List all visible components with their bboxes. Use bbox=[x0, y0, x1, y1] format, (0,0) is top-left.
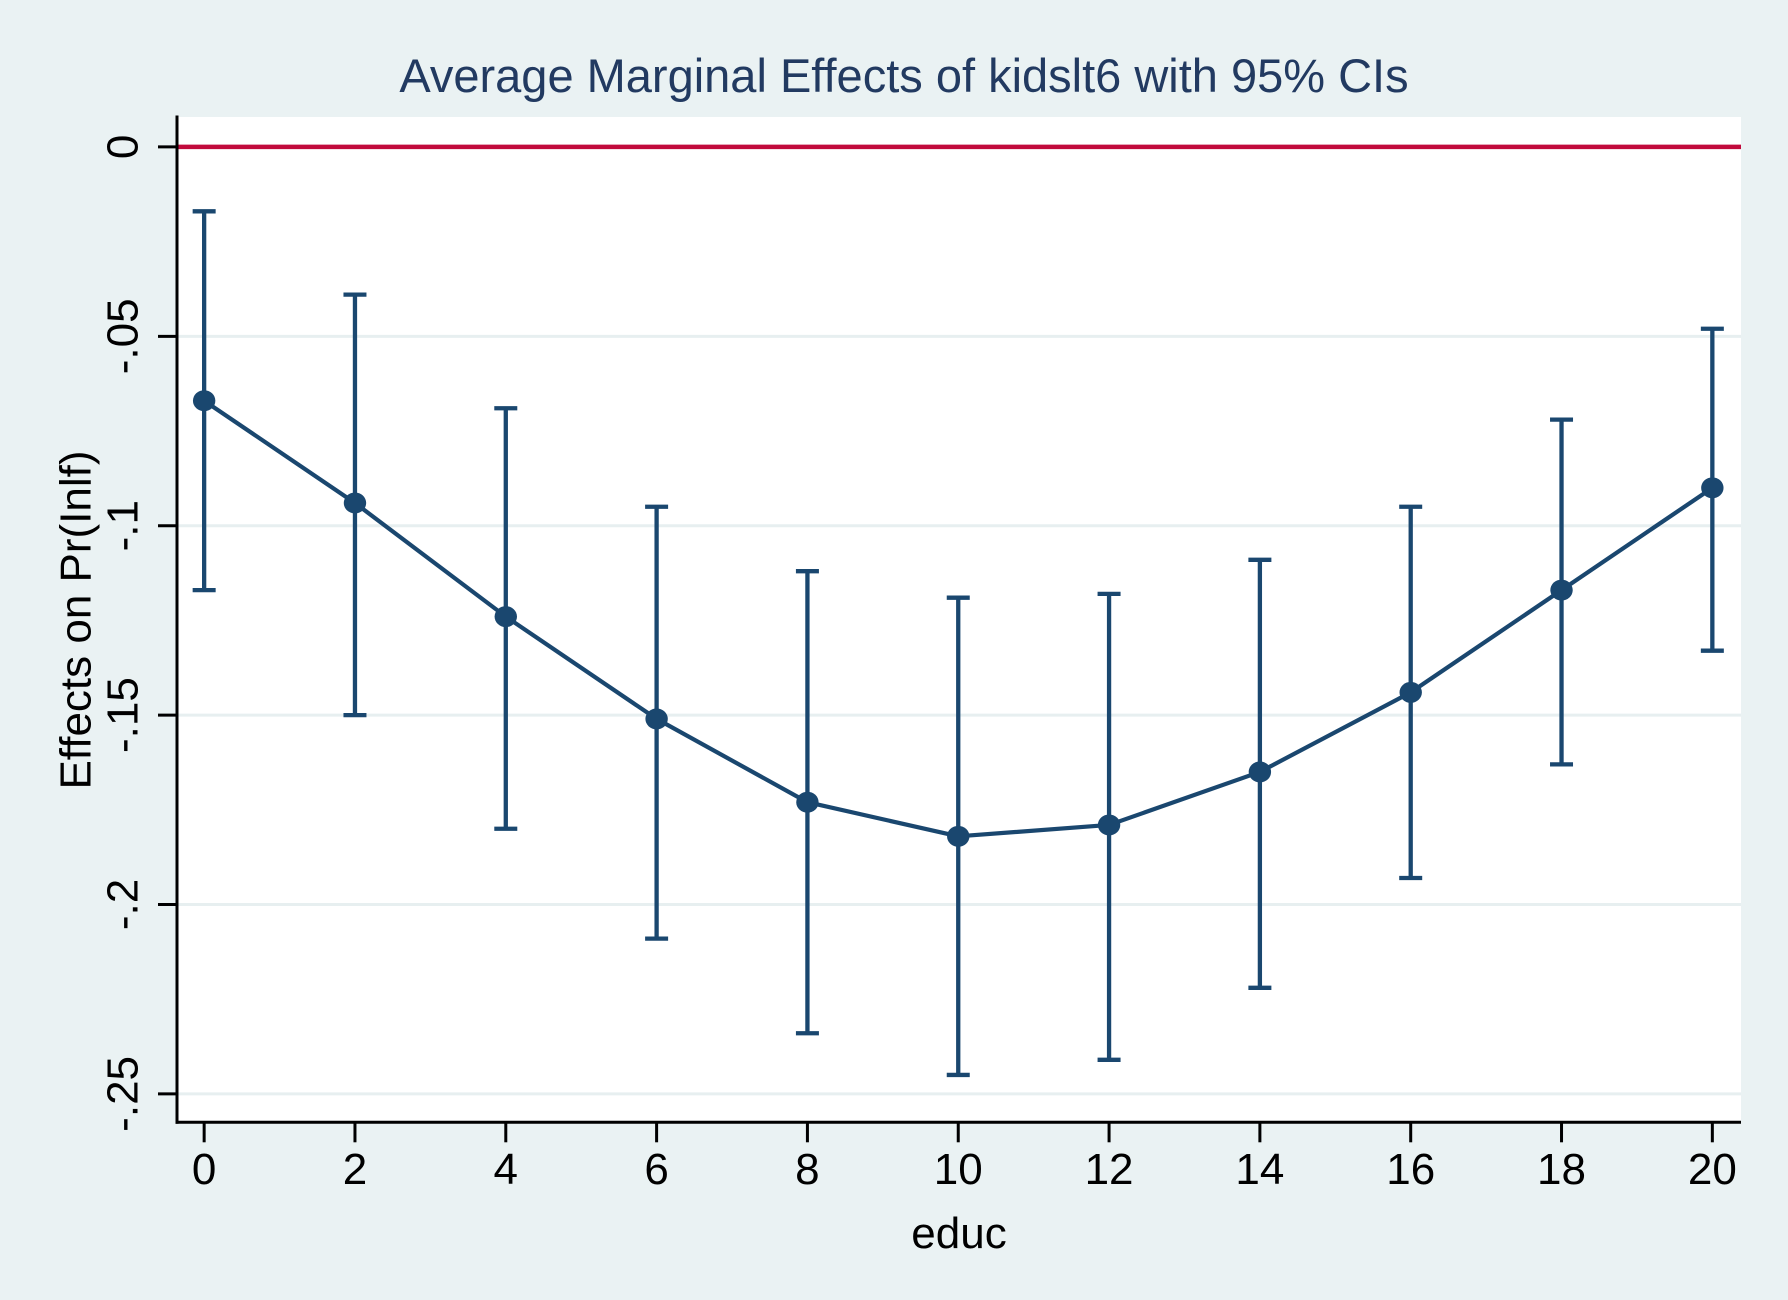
data-point-marker bbox=[1399, 681, 1422, 703]
data-point-marker bbox=[1248, 761, 1272, 783]
y-tick-label: -.25 bbox=[98, 1056, 147, 1132]
x-tick-label: 0 bbox=[192, 1145, 216, 1194]
data-point-marker bbox=[192, 390, 216, 412]
data-point-marker bbox=[1701, 477, 1724, 499]
data-point-marker bbox=[796, 791, 819, 813]
data-point-marker bbox=[947, 825, 970, 847]
y-tick-label: -.1 bbox=[98, 500, 147, 551]
x-tick-label: 6 bbox=[644, 1145, 668, 1194]
x-tick-label: 20 bbox=[1688, 1145, 1737, 1194]
y-tick-label: -.15 bbox=[98, 677, 147, 753]
data-point-marker bbox=[494, 606, 517, 628]
x-tick-label: 10 bbox=[934, 1145, 983, 1194]
x-tick-label: 2 bbox=[343, 1145, 367, 1194]
x-axis-title: educ bbox=[911, 1209, 1006, 1258]
chart-title: Average Marginal Effects of kidslt6 with… bbox=[399, 49, 1408, 102]
x-tick-label: 12 bbox=[1085, 1145, 1134, 1194]
x-tick-label: 4 bbox=[494, 1145, 518, 1194]
x-tick-label: 18 bbox=[1537, 1145, 1586, 1194]
x-tick-label: 14 bbox=[1235, 1145, 1284, 1194]
data-point-marker bbox=[1097, 814, 1121, 836]
y-tick-label: -.2 bbox=[98, 879, 147, 930]
y-axis-title: Effects on Pr(Inlf) bbox=[51, 450, 100, 789]
data-point-marker bbox=[343, 492, 367, 514]
data-point-marker bbox=[645, 708, 668, 730]
y-tick-label: -.05 bbox=[98, 298, 147, 374]
x-tick-label: 8 bbox=[795, 1145, 819, 1194]
data-point-marker bbox=[1550, 579, 1573, 601]
y-tick-label: 0 bbox=[98, 135, 147, 159]
x-tick-label: 16 bbox=[1386, 1145, 1435, 1194]
